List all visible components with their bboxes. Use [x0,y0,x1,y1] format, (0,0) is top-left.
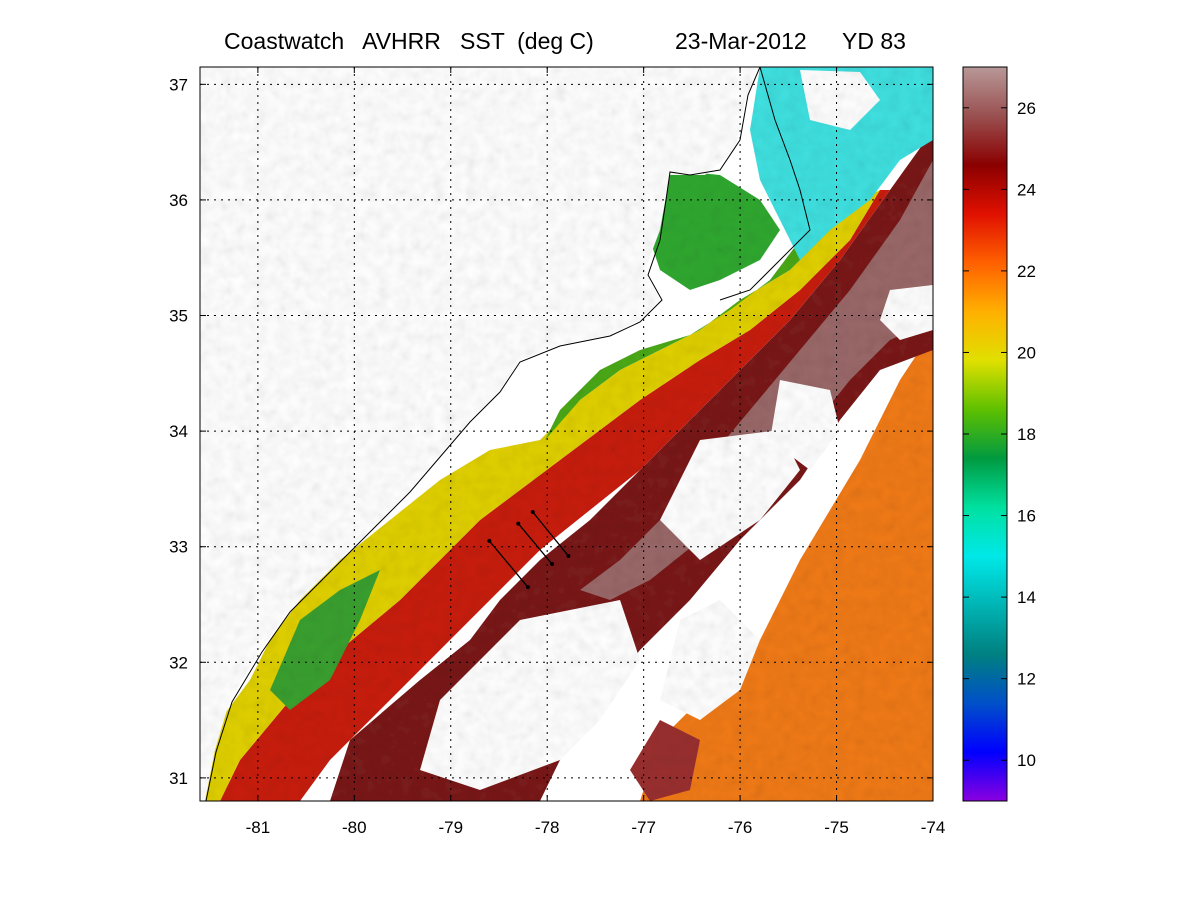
transect-line [532,511,569,557]
lat-tick-label: 31 [169,769,188,788]
colorbar-tick-label: 18 [1017,425,1036,444]
colorbar-tick-label: 16 [1017,507,1036,526]
graticule [200,67,933,801]
title-date: 23-Mar-2012 [675,28,807,54]
lat-tick-label: 32 [169,653,188,672]
lon-tick-label: -81 [246,818,271,837]
colorbar-tick-label: 22 [1017,262,1036,281]
transect-station [530,510,535,515]
colorbar-tick-label: 12 [1017,670,1036,689]
lat-tick-label: 35 [169,307,188,326]
colorbar-tick-label: 20 [1017,343,1036,362]
lon-tick-label: -78 [535,818,560,837]
colorbar-ticks: 10 12 14 16 18 20 22 24 26 [963,99,1036,770]
lon-tick-label: -76 [728,818,753,837]
title-yearday: YD 83 [842,28,906,54]
lon-tick-label: -74 [921,818,946,837]
axis-ticks: -81 -80 -79 -78 -77 -76 -75 -74 37 36 35 34 33 32 31 [169,67,945,837]
transect-line [488,540,529,588]
lon-tick-label: -79 [438,818,463,837]
transect-station [487,538,492,543]
colorbar-tick-label: 24 [1017,180,1036,199]
sst-field [200,67,933,801]
transect-lines [487,510,571,590]
lon-tick-label: -80 [342,818,367,837]
colorbar-tick-label: 10 [1017,751,1036,770]
map-frame [199,66,934,802]
colorbar-tick-label: 26 [1017,99,1036,118]
lat-tick-label: 33 [169,538,188,557]
lat-tick-label: 37 [169,75,188,94]
lon-tick-label: -75 [824,818,849,837]
colorbar-tick-label: 14 [1017,588,1036,607]
transect-station [516,521,521,526]
lat-tick-label: 36 [169,191,188,210]
transect-station [566,553,571,558]
transect-station [525,585,530,590]
transect-station [550,562,555,567]
lon-tick-label: -77 [631,818,656,837]
transect-line [517,523,553,565]
lat-tick-label: 34 [169,422,188,441]
colorbar [962,66,1008,802]
title-product: Coastwatch AVHRR SST (deg C) [224,28,594,54]
